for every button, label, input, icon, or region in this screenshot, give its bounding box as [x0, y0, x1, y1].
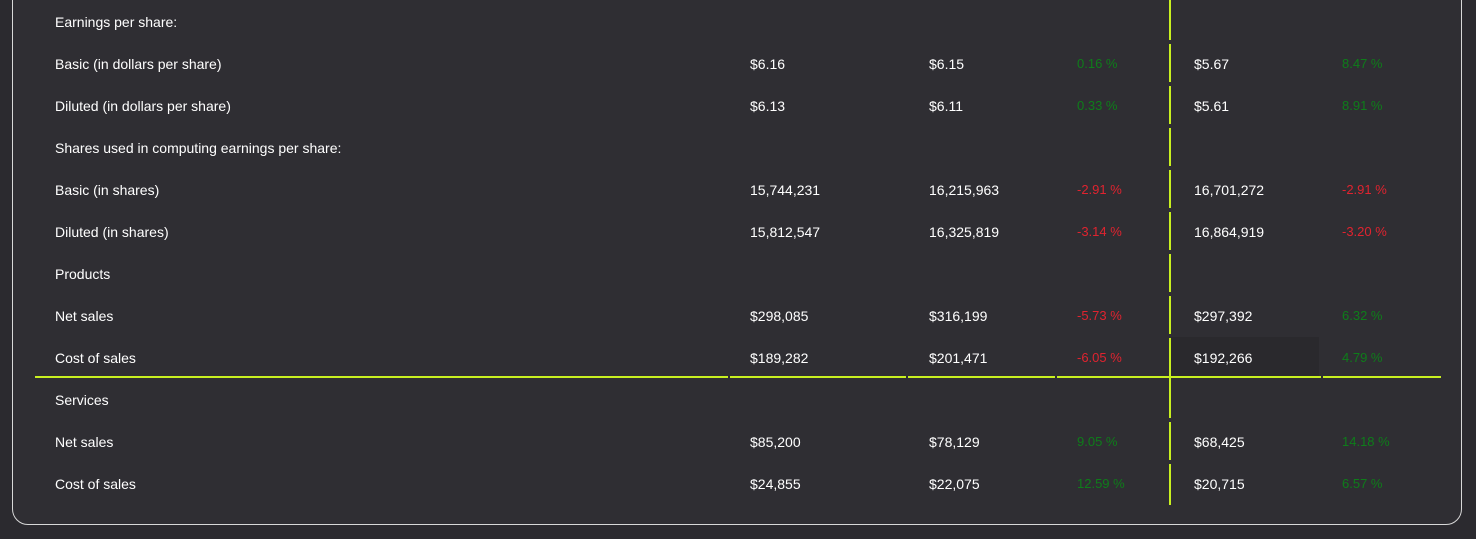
table-row: Cost of sales $24,855 $22,075 12.59 % $2…: [0, 463, 1476, 505]
change-percent-cell: -5.73 %: [1077, 308, 1122, 323]
value-cell: $316,199: [929, 308, 988, 324]
change-percent-cell: -3.14 %: [1077, 224, 1122, 239]
table-row: Basic (in dollars per share) $6.16 $6.15…: [0, 43, 1476, 85]
row-divider-highlight: [1323, 376, 1441, 378]
divider-gap: [1169, 82, 1171, 86]
value-cell: 16,325,819: [929, 224, 1000, 240]
value-cell: 16,864,919: [1194, 224, 1265, 240]
value-cell: $68,425: [1194, 434, 1245, 450]
value-cell: $78,129: [929, 434, 980, 450]
value-cell: $6.11: [929, 98, 963, 114]
row-label: Net sales: [55, 434, 114, 450]
divider-gap: [1169, 334, 1171, 338]
table-row: Cost of sales $189,282 $201,471 -6.05 % …: [0, 337, 1476, 379]
change-percent-cell: 9.05 %: [1077, 434, 1118, 449]
value-cell: $201,471: [929, 350, 988, 366]
table-row: Products: [0, 253, 1476, 295]
table-row: Services: [0, 379, 1476, 421]
divider-gap: [1169, 292, 1171, 296]
value-cell: $5.61: [1194, 98, 1230, 114]
row-label: Diluted (in dollars per share): [55, 98, 231, 114]
financial-table-panel: [12, 0, 1462, 525]
table-row: Diluted (in shares) 15,812,547 16,325,81…: [0, 211, 1476, 253]
divider-gap: [1169, 460, 1171, 464]
change-percent-cell: -2.91 %: [1077, 182, 1122, 197]
table-row: Shares used in computing earnings per sh…: [0, 127, 1476, 169]
value-cell: 16,701,272: [1194, 182, 1265, 198]
value-cell: 15,812,547: [750, 224, 821, 240]
row-label: Net sales: [55, 308, 114, 324]
table-row: Diluted (in dollars per share) $6.13 $6.…: [0, 85, 1476, 127]
value-cell: $297,392: [1194, 308, 1253, 324]
value-cell: $6.16: [750, 56, 786, 72]
row-divider-highlight: [35, 376, 728, 378]
change-percent-cell: 14.18 %: [1342, 434, 1390, 449]
row-label: Basic (in dollars per share): [55, 56, 222, 72]
table-row: Earnings per share:: [0, 1, 1476, 43]
change-percent-cell: 0.33 %: [1077, 98, 1118, 113]
change-percent-cell: -2.91 %: [1342, 182, 1387, 197]
value-cell: $6.15: [929, 56, 965, 72]
value-cell: $6.13: [750, 98, 786, 114]
divider-gap: [1169, 124, 1171, 128]
change-percent-cell: 12.59 %: [1077, 476, 1125, 491]
value-cell: $24,855: [750, 476, 801, 492]
change-percent-cell: 6.57 %: [1342, 476, 1383, 491]
value-cell: 15,744,231: [750, 182, 821, 198]
value-cell: 16,215,963: [929, 182, 1000, 198]
change-percent-cell: 0.16 %: [1077, 56, 1118, 71]
row-label: Earnings per share:: [55, 14, 178, 30]
row-divider-highlight: [730, 376, 906, 378]
change-percent-cell: 8.91 %: [1342, 98, 1383, 113]
row-divider-highlight: [1057, 376, 1169, 378]
change-percent-cell: -6.05 %: [1077, 350, 1122, 365]
change-percent-cell: 6.32 %: [1342, 308, 1383, 323]
row-divider-highlight: [908, 376, 1055, 378]
divider-gap: [1169, 166, 1171, 170]
row-label: Cost of sales: [55, 476, 136, 492]
row-divider-highlight: [1171, 376, 1321, 378]
value-cell: $298,085: [750, 308, 809, 324]
table-row: Net sales $298,085 $316,199 -5.73 % $297…: [0, 295, 1476, 337]
row-label: Diluted (in shares): [55, 224, 169, 240]
table-row: Basic (in shares) 15,744,231 16,215,963 …: [0, 169, 1476, 211]
row-label: Services: [55, 392, 109, 408]
value-cell: $20,715: [1194, 476, 1245, 492]
value-cell: $22,075: [929, 476, 980, 492]
value-cell: $192,266: [1194, 350, 1253, 366]
change-percent-cell: 4.79 %: [1342, 350, 1383, 365]
value-cell: $5.67: [1194, 56, 1230, 72]
divider-gap: [1169, 418, 1171, 422]
change-percent-cell: -3.20 %: [1342, 224, 1387, 239]
value-cell: $189,282: [750, 350, 809, 366]
row-label: Cost of sales: [55, 350, 136, 366]
table-row: Net sales $85,200 $78,129 9.05 % $68,425…: [0, 421, 1476, 463]
hovered-cell: [1171, 337, 1319, 376]
row-label: Products: [55, 266, 111, 282]
divider-gap: [1169, 250, 1171, 254]
row-label: Shares used in computing earnings per sh…: [55, 140, 342, 156]
value-cell: $85,200: [750, 434, 801, 450]
row-label: Basic (in shares): [55, 182, 160, 198]
divider-gap: [1169, 40, 1171, 44]
change-percent-cell: 8.47 %: [1342, 56, 1383, 71]
divider-gap: [1169, 208, 1171, 212]
